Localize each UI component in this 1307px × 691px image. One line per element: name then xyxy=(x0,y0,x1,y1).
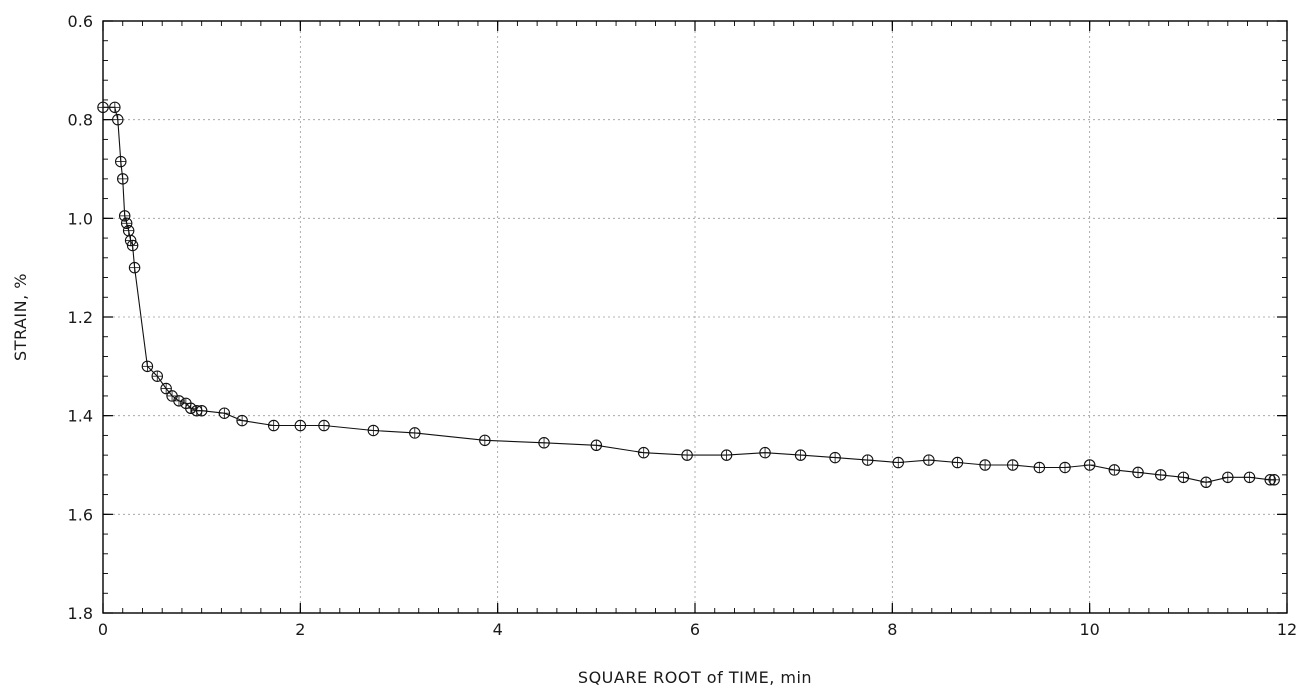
data-point xyxy=(720,449,733,461)
data-point xyxy=(173,395,185,407)
data-point xyxy=(367,424,380,437)
data-point xyxy=(166,390,178,402)
data-point xyxy=(236,414,248,427)
y-tick-label: 0.6 xyxy=(68,12,93,31)
x-tick-label: 2 xyxy=(295,620,305,639)
data-point xyxy=(794,449,807,461)
data-point xyxy=(1177,471,1190,484)
data-point xyxy=(759,446,771,459)
axis-ticks xyxy=(102,20,1288,614)
data-point xyxy=(951,456,964,469)
data-point xyxy=(141,360,154,373)
x-tick-label: 6 xyxy=(690,620,700,639)
y-tick-label: 1.2 xyxy=(68,308,93,327)
data-point xyxy=(109,101,121,114)
data-point xyxy=(538,437,550,449)
data-point xyxy=(681,449,693,461)
data-point xyxy=(892,456,905,469)
data-point xyxy=(637,446,650,459)
data-point xyxy=(479,434,491,447)
data-point xyxy=(1154,469,1167,481)
data-point xyxy=(1222,471,1234,484)
data-point xyxy=(318,419,330,432)
data-point xyxy=(294,419,307,432)
data-point xyxy=(590,439,603,452)
data-point xyxy=(160,382,172,395)
x-tick-label: 8 xyxy=(887,620,897,639)
data-point xyxy=(1108,464,1121,476)
data-markers xyxy=(97,101,1280,489)
data-point xyxy=(115,155,127,168)
data-point xyxy=(118,210,131,222)
data-point xyxy=(1059,461,1071,474)
data-point xyxy=(1132,466,1144,479)
data-point xyxy=(1243,471,1256,484)
data-point xyxy=(1200,476,1212,489)
data-point xyxy=(116,173,129,185)
x-tick-label: 4 xyxy=(493,620,503,639)
data-point xyxy=(923,454,935,466)
data-point xyxy=(120,217,133,230)
data-point xyxy=(1083,459,1096,471)
data-point xyxy=(1006,459,1019,471)
data-point xyxy=(218,407,231,419)
y-tick-label: 1.6 xyxy=(68,505,93,524)
data-point xyxy=(122,224,135,237)
x-tick-label: 12 xyxy=(1277,620,1297,639)
plot-frame xyxy=(102,20,1288,614)
data-point xyxy=(185,402,197,415)
y-tick-label: 0.8 xyxy=(68,111,93,130)
data-point xyxy=(409,427,421,439)
data-point xyxy=(195,404,208,417)
x-tick-label: 0 xyxy=(98,620,108,639)
data-point xyxy=(861,454,874,466)
y-tick-label: 1.0 xyxy=(68,209,93,228)
data-point xyxy=(1033,461,1046,474)
data-point xyxy=(126,239,139,252)
data-point xyxy=(112,113,124,126)
data-point xyxy=(267,419,280,432)
y-axis-label: STRAIN, % xyxy=(11,273,30,361)
data-point xyxy=(1268,474,1280,486)
data-point xyxy=(128,261,141,274)
x-axis-label: SQUARE ROOT of TIME, min xyxy=(578,668,812,687)
data-point xyxy=(979,459,991,471)
y-tick-label: 1.8 xyxy=(68,604,93,623)
y-tick-label: 1.4 xyxy=(68,407,93,426)
data-point xyxy=(151,370,164,382)
tick-labels: 0 2 4 6 8 10 12 0.6 0.8 1.0 1.2 1.4 1.6 1.8 xyxy=(68,12,1298,639)
grid-lines xyxy=(103,21,1287,613)
data-point xyxy=(829,451,841,464)
x-tick-label: 10 xyxy=(1079,620,1099,639)
data-point xyxy=(97,101,109,114)
